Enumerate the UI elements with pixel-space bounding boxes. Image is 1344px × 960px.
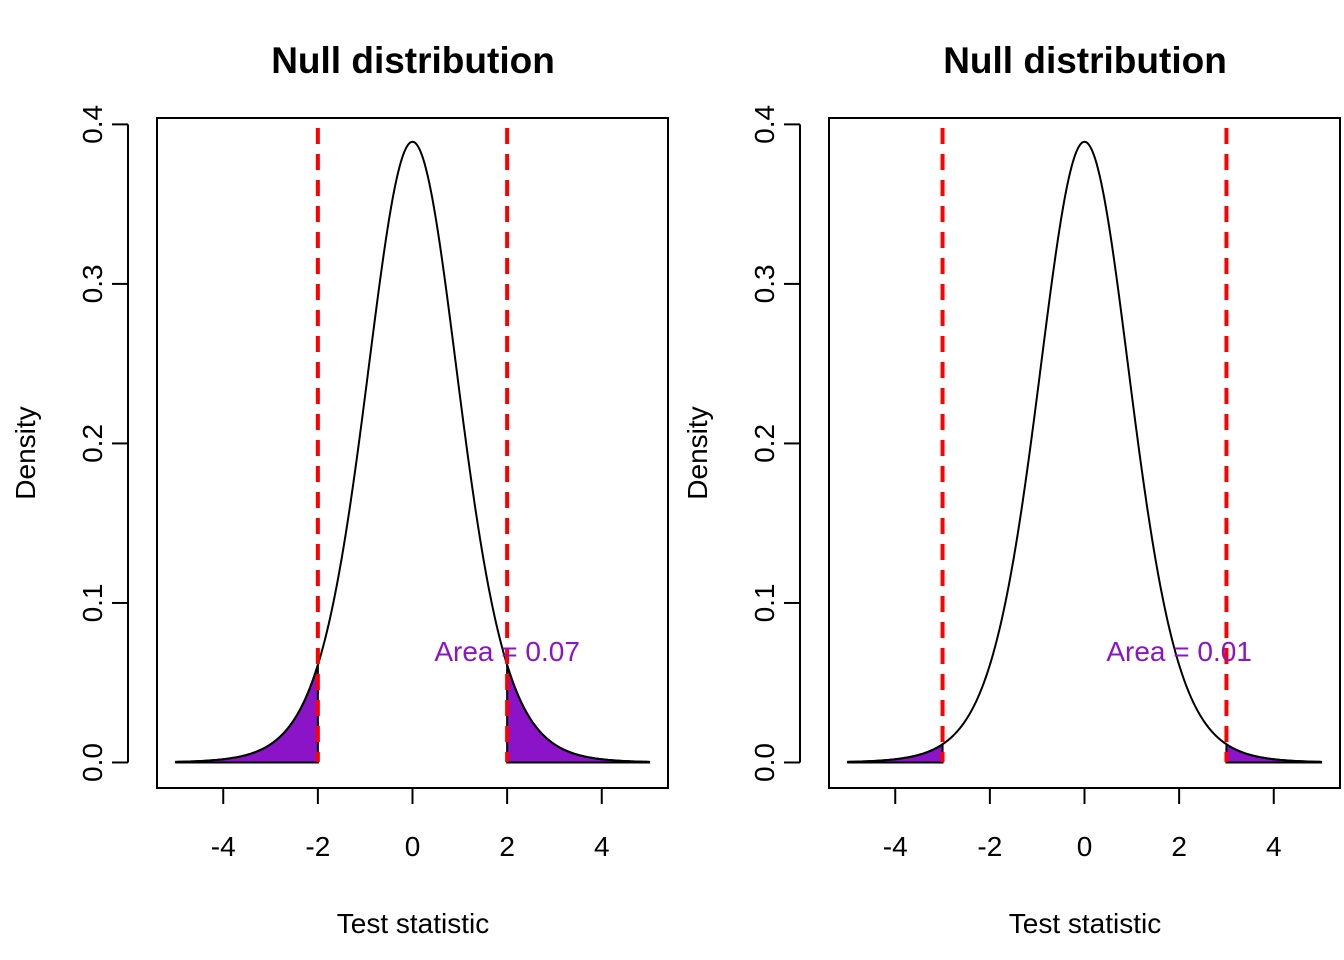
chart-panel-left: Null distribution Test statistic Density… [10, 40, 669, 939]
y-tick-label: 0.2 [77, 424, 108, 463]
y-tick-label: 0.1 [749, 583, 780, 622]
x-tick-label: 0 [1077, 831, 1093, 862]
chart-panel-right: Null distribution Test statistic Density… [682, 40, 1341, 939]
chart-title: Null distribution [943, 40, 1227, 81]
plot-area: -4 -2 0 2 4 0.0 0.1 0.2 0.3 0.4 [77, 105, 669, 862]
x-tick-label: -4 [883, 831, 908, 862]
y-tick-label: 0.1 [77, 583, 108, 622]
y-tick-label: 0.2 [749, 424, 780, 463]
x-tick-label: 2 [499, 831, 515, 862]
plot-frame [828, 117, 1341, 789]
x-tick-label: 4 [1266, 831, 1282, 862]
y-tick-label: 0.4 [749, 105, 780, 144]
area-annotation: Area = 0.01 [1106, 636, 1252, 667]
y-axis-label: Density [682, 406, 713, 499]
x-axis-label: Test statistic [337, 908, 489, 939]
plot-area: -4 -2 0 2 4 0.0 0.1 0.2 0.3 0.4 [749, 105, 1341, 862]
y-tick-label: 0.3 [749, 264, 780, 303]
x-tick-label: 4 [594, 831, 610, 862]
plot-frame [156, 117, 669, 789]
y-tick-label: 0.4 [77, 105, 108, 144]
y-tick-label: 0.0 [749, 743, 780, 782]
x-tick-label: 0 [405, 831, 421, 862]
x-tick-label: -2 [977, 831, 1002, 862]
upper-tail-area [506, 664, 651, 764]
density-curve [847, 140, 1322, 763]
x-tick-label: -4 [211, 831, 236, 862]
area-annotation: Area = 0.07 [434, 636, 580, 667]
y-tick-label: 0.3 [77, 264, 108, 303]
chart-title: Null distribution [271, 40, 555, 81]
y-tick-label: 0.0 [77, 743, 108, 782]
lower-tail-area [174, 664, 319, 764]
density-curve [175, 140, 650, 763]
y-axis-label: Density [10, 406, 41, 499]
x-axis-label: Test statistic [1009, 908, 1161, 939]
x-tick-label: 2 [1171, 831, 1187, 862]
x-tick-label: -2 [305, 831, 330, 862]
